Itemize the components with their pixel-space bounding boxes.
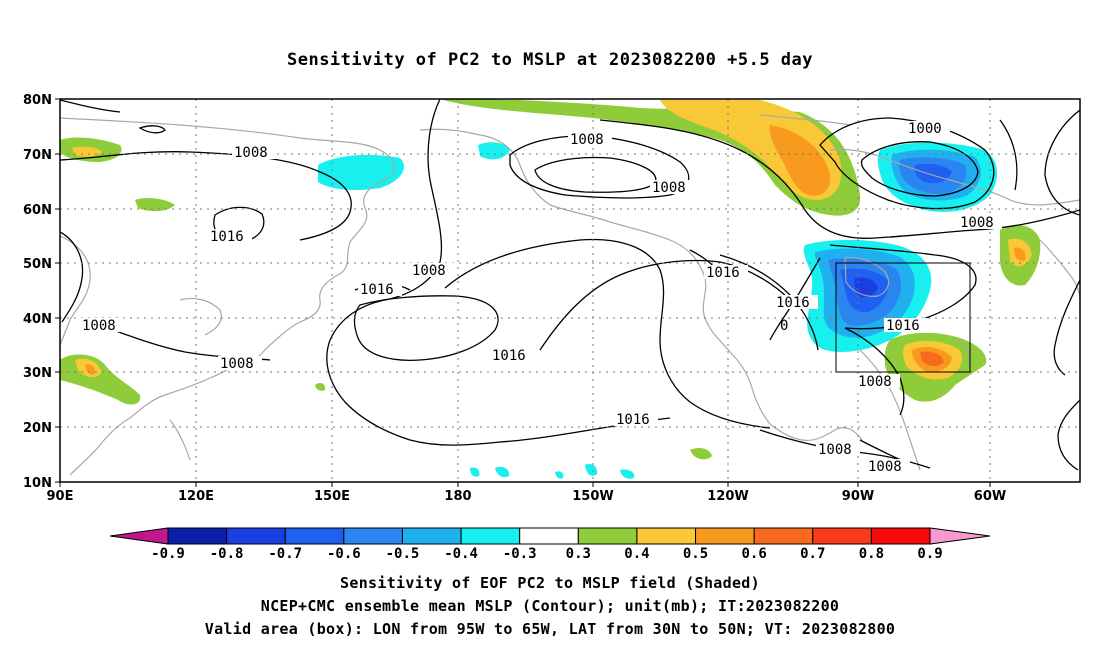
lat-label: 70N [23, 148, 52, 163]
colorbar-cell [401, 527, 462, 545]
colorbar-label: -0.4 [444, 546, 478, 562]
lat-label: 40N [23, 312, 52, 327]
lat-label: 10N [23, 476, 52, 491]
contour-label: 1000 [908, 121, 942, 137]
colorbar-label: 0.4 [624, 546, 649, 562]
caption-shading: Sensitivity of EOF PC2 to MSLP field (Sh… [340, 574, 760, 592]
lon-label: 150E [314, 489, 350, 504]
colorbar-label: 0.3 [566, 546, 591, 562]
contour-label: 1008 [858, 374, 892, 390]
colorbar-cell [753, 527, 814, 545]
colorbar-label: -0.5 [386, 546, 420, 562]
lon-label: 180 [444, 489, 471, 504]
colorbar-label: 0.8 [859, 546, 884, 562]
contour-label: 1016 [616, 412, 650, 428]
lon-label: 90E [47, 489, 74, 504]
colorbar-cell [167, 527, 228, 545]
map-frame [59, 98, 1081, 483]
caption-valid-area: Valid area (box): LON from 95W to 65W, L… [204, 620, 896, 638]
contour-label: 1008 [412, 263, 446, 279]
contour-label: 1016 [210, 229, 244, 245]
colorbar: -0.9 -0.8 -0.7 -0.6 -0.5 -0.4 -0.3 0.3 0.4 0.5 0.6… [109, 527, 991, 562]
contour-label: 1016 [886, 318, 920, 334]
contour-label: 1008 [570, 132, 604, 148]
contour-label: 0 [780, 318, 788, 334]
colorbar-label: -0.6 [327, 546, 361, 562]
lat-label: 30N [23, 366, 52, 381]
colorbar-label: -0.7 [268, 546, 302, 562]
colorbar-cell [460, 527, 521, 545]
colorbar-cell [284, 527, 345, 545]
colorbar-label: 0.7 [800, 546, 825, 562]
lon-label: 150W [572, 489, 613, 504]
lat-label: 80N [23, 93, 52, 108]
lon-label: 120E [178, 489, 214, 504]
lon-label: 60W [974, 489, 1006, 504]
colorbar-right-arrow [929, 527, 991, 545]
lat-lon-grid [60, 99, 1080, 482]
positive-sensitivity-shading [60, 99, 1041, 460]
contour-label: 1016 [776, 295, 810, 311]
contour-label: 1008 [220, 356, 254, 372]
coastlines [60, 114, 1080, 476]
colorbar-cell [695, 527, 755, 545]
contour-label: 1008 [868, 459, 902, 475]
colorbar-left-arrow [109, 527, 169, 545]
lat-label: 50N [23, 257, 52, 272]
contour-label: 1008 [652, 180, 686, 196]
colorbar-label: 0.5 [683, 546, 708, 562]
colorbar-label: -0.3 [503, 546, 537, 562]
colorbar-label: 0.6 [742, 546, 767, 562]
colorbar-cell [577, 527, 638, 545]
lat-label: 60N [23, 203, 52, 218]
lon-label: 90W [842, 489, 874, 504]
contour-label: 1016 [706, 265, 740, 281]
contour-label: 1016 [492, 348, 526, 364]
contour-label: 1008 [234, 145, 268, 161]
colorbar-label: -0.9 [151, 546, 185, 562]
valid-area-box [835, 262, 971, 373]
colorbar-cell [870, 527, 931, 545]
colorbar-cell [812, 527, 872, 545]
lat-label: 20N [23, 421, 52, 436]
colorbar-label: 0.9 [917, 546, 942, 562]
colorbar-label: -0.8 [210, 546, 244, 562]
contour-label: 1008 [82, 318, 116, 334]
axis-ticks [55, 98, 991, 487]
colorbar-cell [519, 527, 579, 545]
contour-label: 1016 [360, 282, 394, 298]
caption-contour: NCEP+CMC ensemble mean MSLP (Contour); u… [260, 597, 840, 615]
lon-label: 120W [707, 489, 748, 504]
colorbar-cell [226, 527, 286, 545]
contour-label: 1008 [960, 215, 994, 231]
colorbar-cell [636, 527, 697, 545]
colorbar-cell [343, 527, 403, 545]
contour-label: 1008 [818, 442, 852, 458]
map-title: Sensitivity of PC2 to MSLP at 2023082200… [286, 50, 813, 70]
